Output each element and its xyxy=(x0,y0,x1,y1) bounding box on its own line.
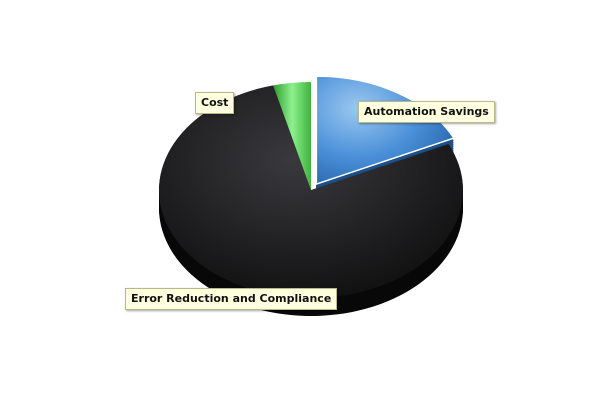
data-label-error-reduction-and-compliance: Error Reduction and Compliance xyxy=(125,288,338,310)
slice-error-reduction-and-compliance[interactable] xyxy=(159,85,463,298)
data-label-automation-savings: Automation Savings xyxy=(358,101,495,123)
slice-automation-savings[interactable] xyxy=(315,75,456,186)
data-label-cost: Cost xyxy=(195,92,235,114)
slice-cost[interactable] xyxy=(273,82,311,190)
